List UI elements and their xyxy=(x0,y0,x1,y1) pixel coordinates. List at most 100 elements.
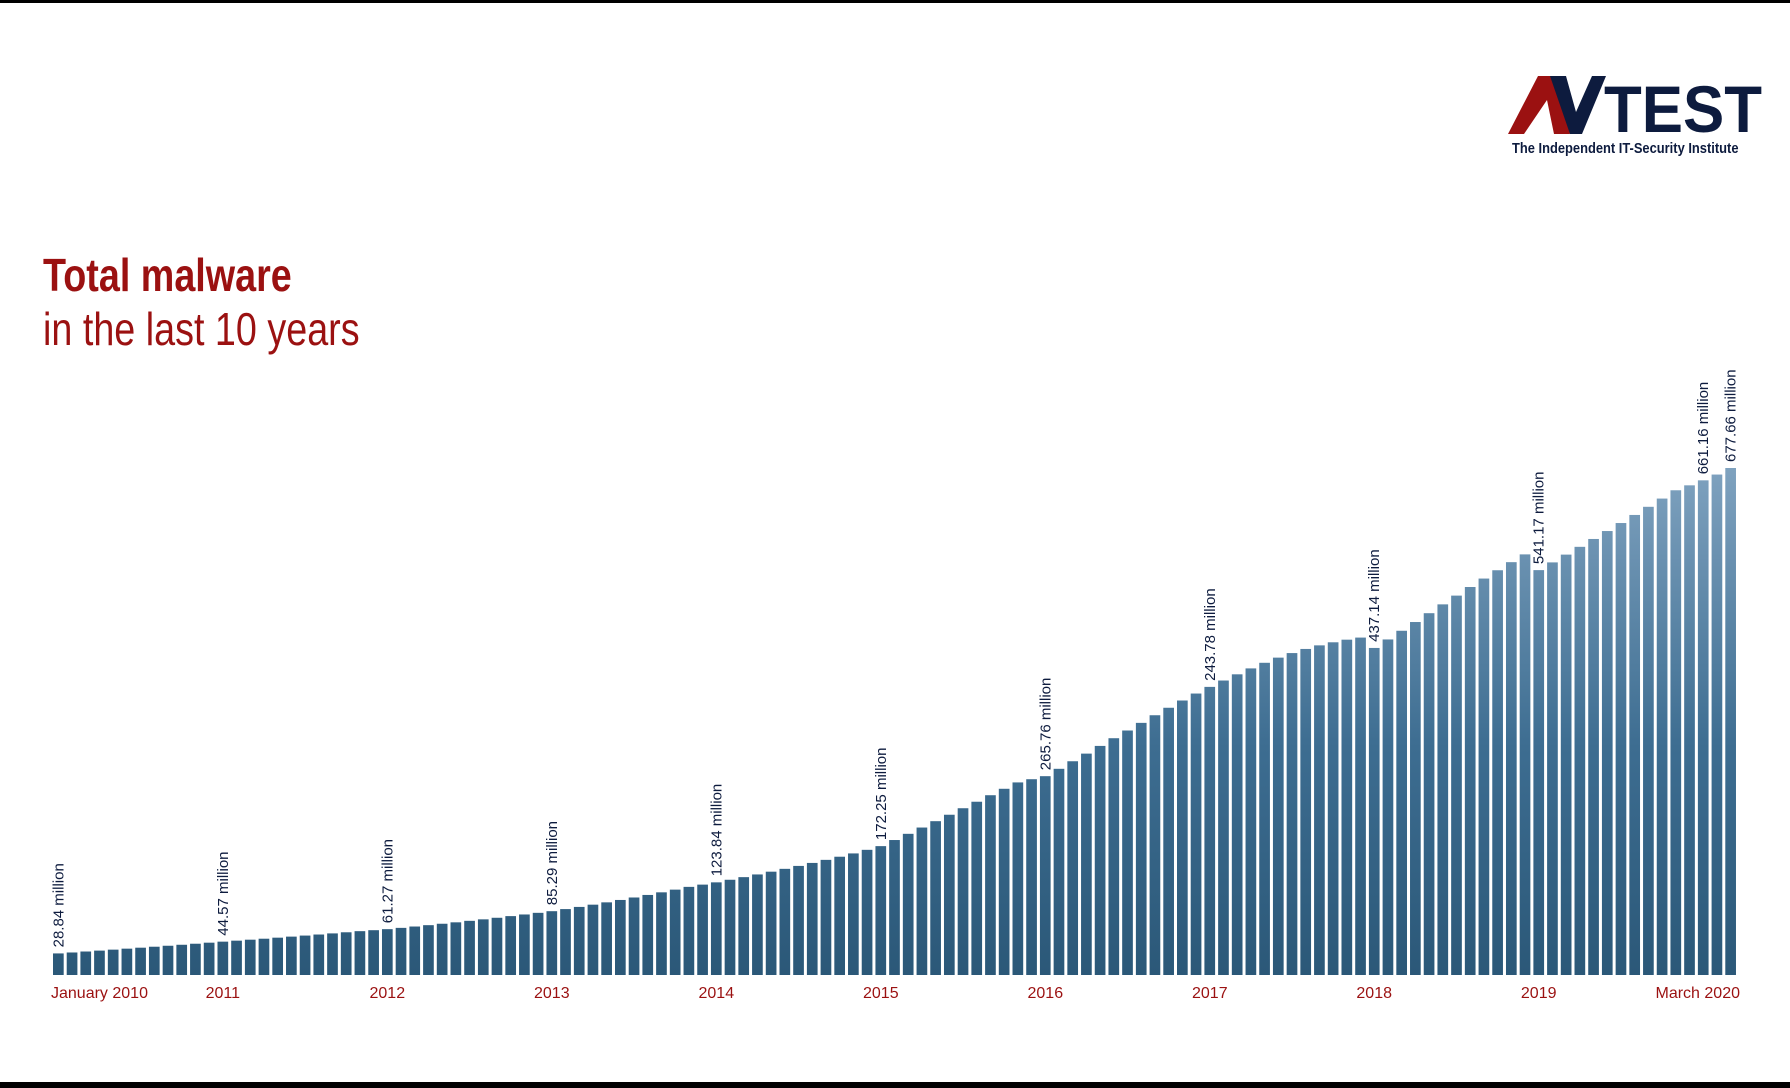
av-test-logo: TEST xyxy=(1508,72,1762,146)
bar xyxy=(1588,538,1599,975)
bar xyxy=(1190,693,1202,975)
bar xyxy=(916,827,928,975)
logo-tagline: The Independent IT-Security Institute xyxy=(1512,140,1739,157)
bar xyxy=(1163,707,1174,975)
bar xyxy=(1341,639,1353,975)
bar xyxy=(560,909,571,975)
bar xyxy=(1437,604,1449,975)
bar xyxy=(861,849,873,975)
bar xyxy=(998,788,1010,975)
value-label: 85.29 million xyxy=(544,821,561,905)
bar xyxy=(697,884,708,975)
bar xyxy=(1643,506,1654,975)
bar xyxy=(121,948,133,975)
value-label: 265.76 million xyxy=(1037,678,1054,771)
bar xyxy=(752,874,763,975)
x-axis-labels-group: January 2010 2011 2012 2013 2014 2015 2016 2017… xyxy=(51,985,1740,1002)
bar xyxy=(203,942,215,975)
bar xyxy=(94,950,105,975)
bar xyxy=(820,859,832,975)
bar xyxy=(889,840,900,975)
bar xyxy=(395,927,407,975)
x-tick-label: 2014 xyxy=(699,985,735,1002)
bar xyxy=(1464,587,1476,975)
bar xyxy=(107,949,119,975)
bar xyxy=(669,889,681,975)
value-label: 123.84 million xyxy=(708,784,725,877)
bar xyxy=(1053,768,1065,975)
bar xyxy=(738,877,750,975)
x-tick-label: January 2010 xyxy=(51,985,148,1002)
value-label: 677.66 million xyxy=(1723,369,1740,462)
bar xyxy=(793,865,804,975)
x-tick-label: 2012 xyxy=(370,985,406,1002)
bar xyxy=(176,944,188,975)
bar xyxy=(1272,657,1284,975)
bar xyxy=(1423,613,1435,975)
bar xyxy=(464,920,475,975)
bar xyxy=(381,929,393,975)
value-label: 661.16 million xyxy=(1695,382,1712,475)
bar xyxy=(957,808,969,975)
bar xyxy=(286,936,297,975)
x-tick-label: 2011 xyxy=(206,985,241,1002)
bar xyxy=(765,871,777,975)
chart-title-block: Total malware in the last 10 years xyxy=(43,248,429,356)
bar xyxy=(162,945,174,975)
bar xyxy=(436,923,448,975)
bar xyxy=(1245,668,1257,975)
value-label: 28.84 million xyxy=(50,863,67,947)
bar xyxy=(491,917,503,975)
bar xyxy=(1505,562,1517,975)
bar xyxy=(53,953,64,975)
bar xyxy=(217,941,229,975)
value-label: 437.14 million xyxy=(1366,549,1383,642)
bar xyxy=(985,795,996,975)
chart-subtitle: in the last 10 years xyxy=(43,303,360,355)
x-tick-label: 2018 xyxy=(1356,985,1392,1002)
x-tick-label: 2017 xyxy=(1192,985,1228,1002)
bar xyxy=(1368,647,1380,975)
bar xyxy=(930,821,941,975)
x-tick-label: 2016 xyxy=(1028,985,1064,1002)
bar xyxy=(1259,662,1270,975)
x-tick-label: March 2020 xyxy=(1656,985,1741,1002)
bar xyxy=(148,946,160,975)
bar xyxy=(628,897,640,975)
bar xyxy=(1382,639,1394,975)
bar xyxy=(1725,468,1736,975)
value-labels-group: 28.84 million 44.57 million 61.27 million 8… xyxy=(50,369,1739,947)
bar xyxy=(806,862,818,975)
value-label: 44.57 million xyxy=(215,851,232,935)
bar xyxy=(834,856,846,975)
bar xyxy=(1231,674,1243,975)
bar xyxy=(601,902,612,975)
bar xyxy=(642,894,654,975)
bar xyxy=(1081,753,1092,975)
bar xyxy=(1012,782,1024,975)
bar xyxy=(313,934,325,975)
bar xyxy=(710,882,722,975)
bar xyxy=(1177,700,1188,975)
bar xyxy=(1314,645,1325,975)
bar xyxy=(587,904,599,975)
bar xyxy=(1629,514,1641,975)
bar xyxy=(902,833,914,975)
bar xyxy=(1533,570,1545,975)
bar xyxy=(1355,637,1366,975)
logo-wordmark: TEST xyxy=(1604,72,1762,146)
bar xyxy=(683,886,695,975)
bar xyxy=(656,892,667,975)
bar xyxy=(848,853,859,975)
bar xyxy=(1601,531,1613,975)
bar xyxy=(1560,554,1572,975)
x-tick-label: 2013 xyxy=(534,985,570,1002)
bar xyxy=(1697,480,1709,975)
logo-a-mark xyxy=(1508,76,1570,134)
bar xyxy=(244,939,256,975)
x-tick-label: 2015 xyxy=(863,985,899,1002)
bar xyxy=(1300,648,1312,975)
bar xyxy=(477,919,489,975)
bar xyxy=(272,937,284,975)
value-label: 541.17 million xyxy=(1531,472,1548,565)
